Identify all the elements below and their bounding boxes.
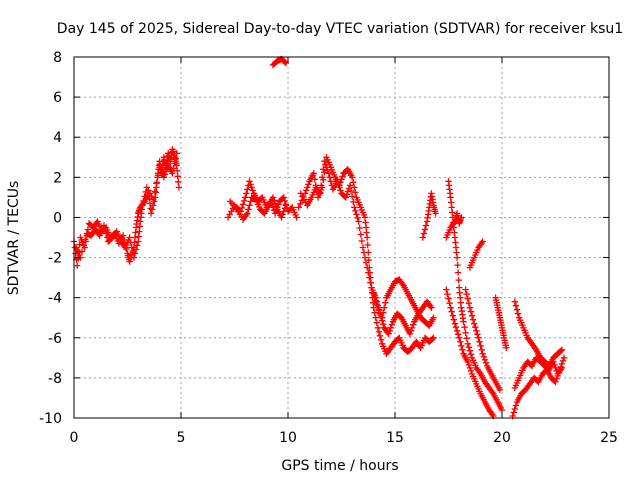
series-marks <box>70 146 183 269</box>
x-axis-label: GPS time / hours <box>281 458 398 474</box>
y-tick-label: -4 <box>48 291 62 307</box>
y-tick-label: -8 <box>48 371 62 387</box>
x-tick-label: 20 <box>493 430 511 446</box>
series-marks <box>227 194 290 223</box>
chart-title: Day 145 of 2025, Sidereal Day-to-day VTE… <box>57 21 623 37</box>
y-tick-label: -2 <box>48 251 62 267</box>
x-tick-label: 10 <box>279 430 297 446</box>
tick-marks <box>73 56 610 419</box>
series-marks <box>509 354 568 420</box>
series-marks <box>511 298 566 370</box>
series-marks <box>445 178 506 414</box>
y-tick-label: 0 <box>53 210 62 226</box>
series-marks <box>72 150 180 261</box>
series-marks <box>462 286 504 394</box>
x-tick-label: 25 <box>600 430 618 446</box>
y-tick-label: 8 <box>53 50 62 66</box>
y-tick-label: -10 <box>39 411 62 427</box>
series-marks <box>466 238 486 271</box>
series-marks <box>269 55 290 69</box>
series-marks <box>419 190 439 241</box>
y-tick-label: -6 <box>48 331 62 347</box>
series-marks <box>370 276 437 329</box>
series-marks <box>492 294 510 351</box>
tick-labels: 0 5 10 15 20 25 -10 -8 -6 -4 -2 0 2 4 6 8 <box>39 50 618 446</box>
series-marks <box>295 154 437 357</box>
data-marks <box>70 55 568 420</box>
x-tick-label: 0 <box>70 430 79 446</box>
y-tick-label: 4 <box>53 130 62 146</box>
y-tick-label: 6 <box>53 90 62 106</box>
x-tick-label: 15 <box>386 430 404 446</box>
y-tick-label: 2 <box>53 170 62 186</box>
y-axis-label: SDTVAR / TECUs <box>6 181 22 296</box>
plot-border <box>73 56 610 419</box>
x-tick-label: 5 <box>177 430 186 446</box>
series-marks <box>443 286 497 420</box>
